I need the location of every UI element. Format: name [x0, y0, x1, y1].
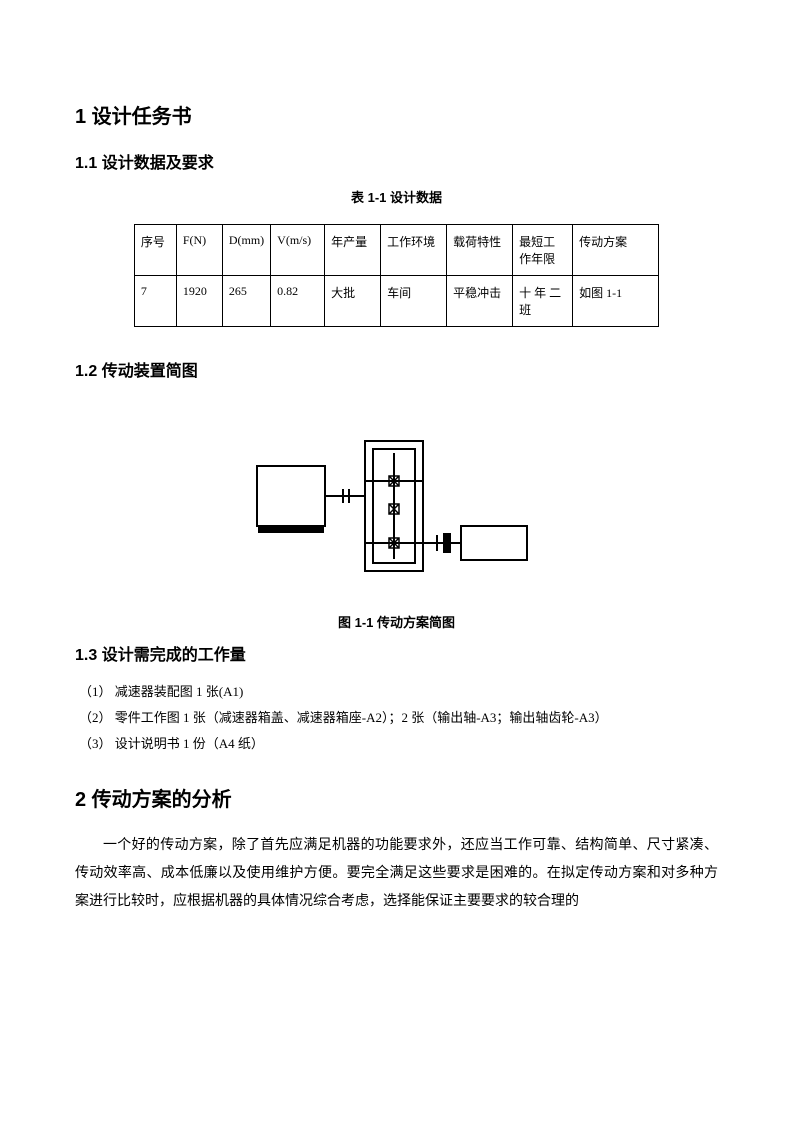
table-header-row: 序号 F(N) D(mm) V(m/s) 年产量 工作环境 载荷特性 最短工作年… [134, 225, 658, 276]
td-life: 十 年 二班 [513, 276, 573, 327]
section-1-2-title: 1.2 传动装置简图 [75, 357, 718, 381]
section-1-3-title: 1.3 设计需完成的工作量 [75, 641, 718, 665]
td-load: 平稳冲击 [447, 276, 513, 327]
figure-1-1-caption: 图 1-1 传动方案简图 [75, 612, 718, 631]
figure-1-1-wrap [75, 431, 718, 596]
work-item-2: （2） 零件工作图 1 张（减速器箱盖、减速器箱座-A2）；2 张（输出轴-A3… [79, 705, 718, 731]
th-d: D(mm) [222, 225, 270, 276]
work-item-3: （3） 设计说明书 1 份（A4 纸） [79, 731, 718, 757]
td-env: 车间 [381, 276, 447, 327]
th-f: F(N) [176, 225, 222, 276]
th-env: 工作环境 [381, 225, 447, 276]
th-yield: 年产量 [325, 225, 381, 276]
td-d: 265 [222, 276, 270, 327]
td-v: 0.82 [271, 276, 325, 327]
td-yield: 大批 [325, 276, 381, 327]
section-2-paragraph: 一个好的传动方案，除了首先应满足机器的功能要求外，还应当工作可靠、结构简单、尺寸… [75, 832, 718, 916]
section-1-title: 1 设计任务书 [75, 100, 718, 129]
work-item-1: （1） 减速器装配图 1 张(A1) [79, 679, 718, 705]
section-2-title: 2 传动方案的分析 [75, 783, 718, 812]
table-data-row: 7 1920 265 0.82 大批 车间 平稳冲击 十 年 二班 如图 1-1 [134, 276, 658, 327]
th-life: 最短工作年限 [513, 225, 573, 276]
table-1-1-caption: 表 1-1 设计数据 [75, 187, 718, 206]
th-v: V(m/s) [271, 225, 325, 276]
transmission-diagram [247, 431, 547, 591]
th-load: 载荷特性 [447, 225, 513, 276]
td-f: 1920 [176, 276, 222, 327]
section-1-1-title: 1.1 设计数据及要求 [75, 149, 718, 173]
th-plan: 传动方案 [573, 225, 659, 276]
td-seq: 7 [134, 276, 176, 327]
table-1-1: 序号 F(N) D(mm) V(m/s) 年产量 工作环境 载荷特性 最短工作年… [134, 224, 659, 327]
th-seq: 序号 [134, 225, 176, 276]
td-plan: 如图 1-1 [573, 276, 659, 327]
